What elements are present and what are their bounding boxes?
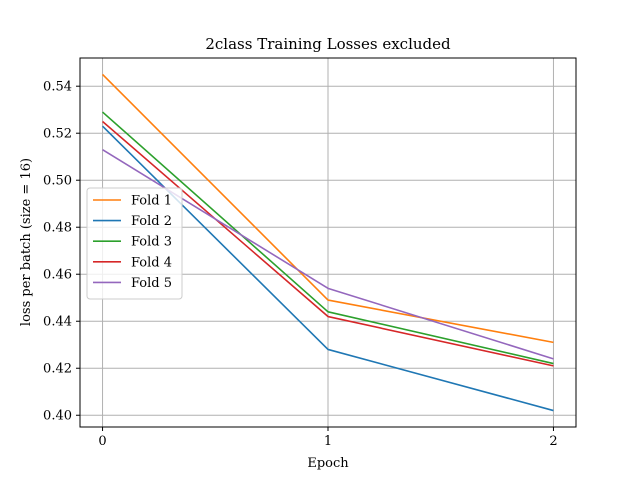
x-tick-label: 2 bbox=[549, 434, 557, 449]
legend-label-fold-5: Fold 5 bbox=[131, 276, 172, 291]
legend-label-fold-3: Fold 3 bbox=[131, 235, 172, 250]
legend-label-fold-1: Fold 1 bbox=[131, 194, 172, 209]
series-line-fold-3 bbox=[102, 111, 554, 365]
chart-title: 2class Training Losses excluded bbox=[205, 35, 451, 53]
y-tick-label: 0.52 bbox=[43, 127, 72, 142]
legend-label-fold-4: Fold 4 bbox=[131, 255, 172, 270]
y-tick-label: 0.42 bbox=[43, 362, 72, 377]
y-tick-label: 0.40 bbox=[43, 409, 72, 424]
y-tick-label: 0.50 bbox=[43, 174, 72, 189]
x-tick-label: 1 bbox=[324, 434, 332, 449]
legend-label-fold-2: Fold 2 bbox=[131, 214, 172, 229]
y-tick-label: 0.44 bbox=[43, 315, 72, 330]
series-line-fold-4 bbox=[102, 120, 554, 367]
x-axis-label: Epoch bbox=[307, 456, 349, 471]
y-tick-label: 0.54 bbox=[43, 80, 72, 95]
y-tick-label: 0.48 bbox=[43, 221, 72, 236]
x-tick-label: 0 bbox=[98, 434, 106, 449]
series-line-fold-1 bbox=[101, 73, 554, 344]
y-tick-label: 0.46 bbox=[43, 268, 72, 283]
legend-box bbox=[86, 187, 183, 300]
y-axis-label: loss per batch (size = 16) bbox=[19, 158, 34, 326]
x-axis-ticks: 0 1 2 bbox=[98, 427, 558, 449]
y-axis-ticks: 0.40 0.42 0.44 0.46 0.48 0.50 0.52 0.54 bbox=[43, 80, 80, 424]
legend: Fold 1 Fold 2 Fold 3 Fold 4 Fold 5 bbox=[86, 187, 183, 300]
